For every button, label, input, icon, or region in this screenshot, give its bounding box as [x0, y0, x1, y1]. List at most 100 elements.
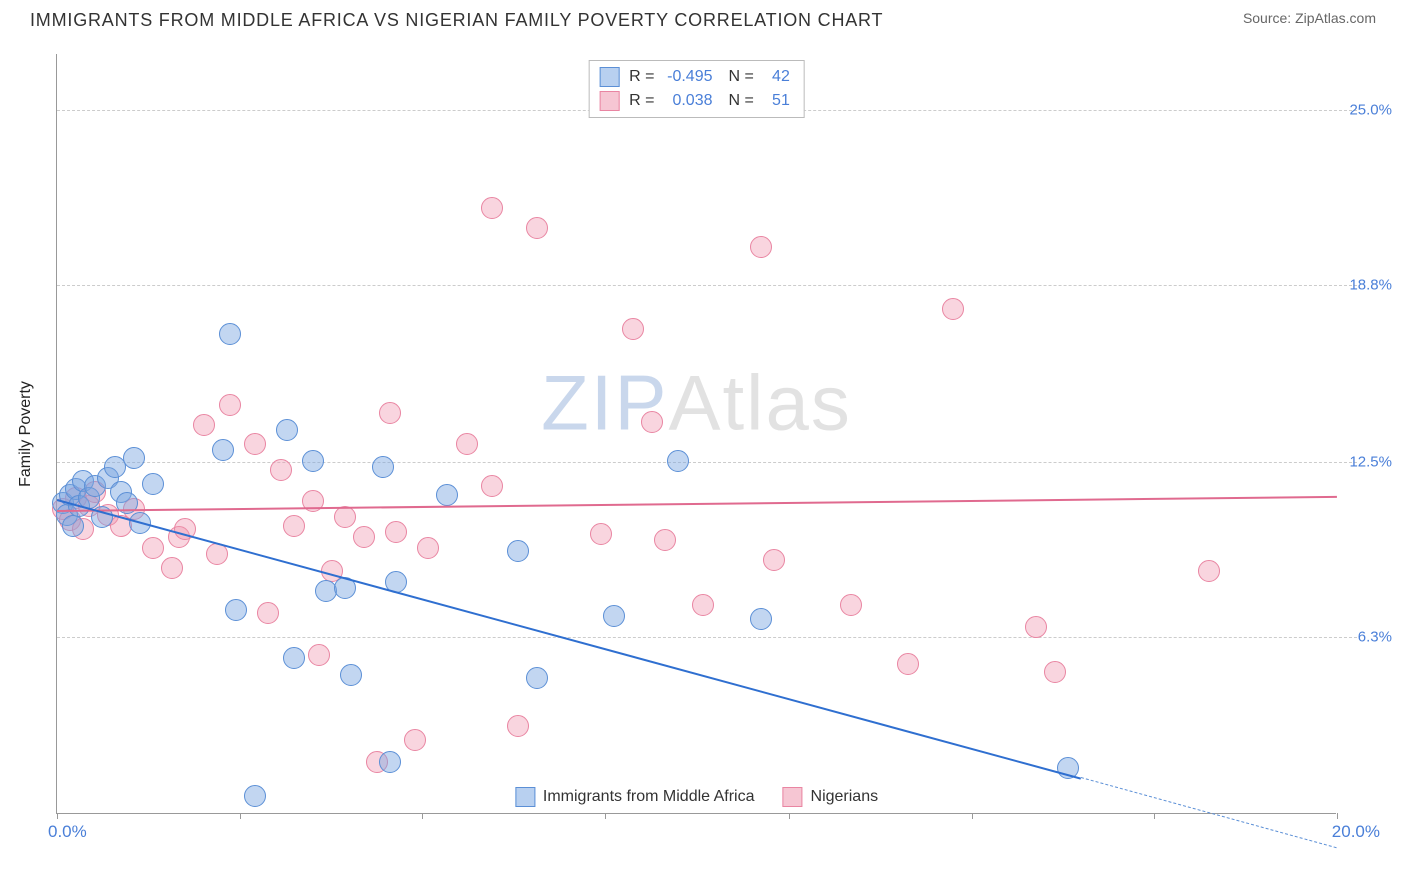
gridline-y — [57, 462, 1357, 463]
data-point-blue — [372, 456, 394, 478]
trendline-extension — [1081, 777, 1337, 848]
r-value-blue: -0.495 — [661, 65, 713, 89]
legend-item-pink: Nigerians — [783, 787, 879, 807]
data-point-pink — [763, 549, 785, 571]
data-point-blue — [123, 447, 145, 469]
data-point-blue — [302, 450, 324, 472]
data-point-blue — [219, 323, 241, 345]
data-point-blue — [212, 439, 234, 461]
data-point-blue — [225, 599, 247, 621]
data-point-blue — [340, 664, 362, 686]
data-point-pink — [897, 653, 919, 675]
data-point-pink — [692, 594, 714, 616]
data-point-pink — [641, 411, 663, 433]
series-legend: Immigrants from Middle Africa Nigerians — [515, 787, 878, 807]
source-prefix: Source: — [1243, 10, 1295, 26]
data-point-pink — [481, 475, 503, 497]
data-point-blue — [244, 785, 266, 807]
trendline — [57, 499, 1082, 780]
data-point-blue — [283, 647, 305, 669]
y-tick-label: 18.8% — [1349, 276, 1392, 293]
data-point-pink — [481, 197, 503, 219]
data-point-pink — [219, 394, 241, 416]
data-point-pink — [590, 523, 612, 545]
data-point-pink — [270, 459, 292, 481]
y-tick-label: 6.3% — [1358, 628, 1392, 645]
r-label: R = — [629, 89, 654, 113]
data-point-pink — [385, 521, 407, 543]
plot-region: ZIPAtlas R = -0.495 N = 42 R = 0.038 N =… — [56, 54, 1336, 814]
x-tick — [605, 813, 606, 819]
legend-row-pink: R = 0.038 N = 51 — [599, 89, 790, 113]
data-point-blue — [276, 419, 298, 441]
legend-label-pink: Nigerians — [811, 788, 879, 806]
legend-item-blue: Immigrants from Middle Africa — [515, 787, 755, 807]
data-point-pink — [507, 715, 529, 737]
data-point-pink — [353, 526, 375, 548]
data-point-pink — [750, 236, 772, 258]
data-point-pink — [193, 414, 215, 436]
data-point-pink — [456, 433, 478, 455]
x-tick — [1154, 813, 1155, 819]
data-point-blue — [750, 608, 772, 630]
gridline-y — [57, 637, 1357, 638]
correlation-legend: R = -0.495 N = 42 R = 0.038 N = 51 — [588, 60, 805, 118]
data-point-pink — [142, 537, 164, 559]
data-point-pink — [161, 557, 183, 579]
data-point-pink — [840, 594, 862, 616]
x-tick — [972, 813, 973, 819]
data-point-blue — [667, 450, 689, 472]
data-point-pink — [654, 529, 676, 551]
swatch-blue — [599, 67, 619, 87]
n-value-blue: 42 — [760, 65, 790, 89]
x-tick — [57, 813, 58, 819]
x-axis-label-right: 20.0% — [1332, 822, 1380, 842]
chart-area: Family Poverty ZIPAtlas R = -0.495 N = 4… — [48, 54, 1388, 814]
data-point-pink — [622, 318, 644, 340]
gridline-y — [57, 285, 1357, 286]
chart-title: IMMIGRANTS FROM MIDDLE AFRICA VS NIGERIA… — [30, 10, 883, 31]
y-tick-label: 12.5% — [1349, 454, 1392, 471]
data-point-blue — [379, 751, 401, 773]
n-value-pink: 51 — [760, 89, 790, 113]
watermark: ZIPAtlas — [541, 358, 852, 449]
trendline — [57, 496, 1337, 512]
legend-row-blue: R = -0.495 N = 42 — [599, 65, 790, 89]
watermark-rest: Atlas — [668, 359, 851, 447]
data-point-pink — [1198, 560, 1220, 582]
data-point-pink — [244, 433, 266, 455]
swatch-pink — [783, 787, 803, 807]
data-point-pink — [417, 537, 439, 559]
data-point-pink — [334, 506, 356, 528]
data-point-blue — [603, 605, 625, 627]
y-tick-label: 25.0% — [1349, 102, 1392, 119]
swatch-blue — [515, 787, 535, 807]
data-point-pink — [308, 644, 330, 666]
swatch-pink — [599, 91, 619, 111]
data-point-blue — [142, 473, 164, 495]
data-point-pink — [526, 217, 548, 239]
data-point-pink — [942, 298, 964, 320]
y-axis-label: Family Poverty — [17, 381, 35, 487]
n-label: N = — [729, 65, 754, 89]
x-tick — [240, 813, 241, 819]
data-point-blue — [436, 484, 458, 506]
x-tick — [789, 813, 790, 819]
data-point-blue — [526, 667, 548, 689]
data-point-pink — [404, 729, 426, 751]
source-name: ZipAtlas.com — [1295, 10, 1376, 26]
r-value-pink: 0.038 — [661, 89, 713, 113]
x-tick — [1337, 813, 1338, 819]
data-point-pink — [283, 515, 305, 537]
data-point-pink — [257, 602, 279, 624]
r-label: R = — [629, 65, 654, 89]
data-point-pink — [1025, 616, 1047, 638]
x-tick — [422, 813, 423, 819]
n-label: N = — [729, 89, 754, 113]
data-point-blue — [62, 515, 84, 537]
watermark-bold: ZIP — [541, 359, 668, 447]
data-point-pink — [1044, 661, 1066, 683]
source-attribution: Source: ZipAtlas.com — [1243, 10, 1376, 26]
data-point-pink — [379, 402, 401, 424]
header-bar: IMMIGRANTS FROM MIDDLE AFRICA VS NIGERIA… — [0, 0, 1406, 31]
